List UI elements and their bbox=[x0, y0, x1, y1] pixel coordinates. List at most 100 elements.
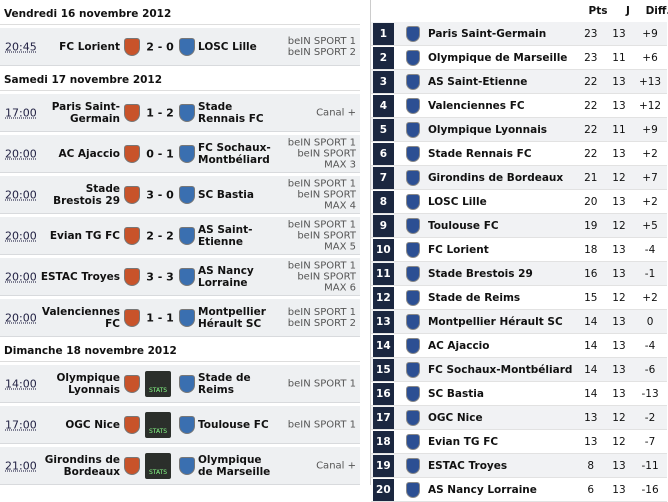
match-time[interactable]: 20:00 bbox=[5, 229, 37, 242]
team-name[interactable]: FC Sochaux-Montbéliard bbox=[427, 363, 573, 376]
away-team[interactable]: AS Nancy Lorraine bbox=[198, 264, 254, 289]
home-team[interactable]: Girondins de Bordeaux bbox=[44, 453, 120, 478]
goal-diff: +13 bbox=[638, 75, 662, 88]
away-team[interactable]: Toulouse FC bbox=[198, 418, 269, 431]
channels: beIN SPORT 1 bbox=[276, 378, 356, 389]
team-name[interactable]: Evian TG FC bbox=[427, 435, 499, 448]
home-team[interactable]: AC Ajaccio bbox=[58, 147, 120, 160]
home-team[interactable]: Stade Brestois 29 bbox=[53, 182, 120, 207]
team-logo bbox=[405, 385, 420, 402]
team-name[interactable]: ESTAC Troyes bbox=[427, 459, 508, 472]
team-name[interactable]: Toulouse FC bbox=[427, 219, 499, 232]
standing-row: 3 AS Saint-Etienne 22 13 +13 bbox=[371, 70, 667, 94]
match-row: 14:00 Olympique Lyonnais STATS Stade de Rei… bbox=[0, 365, 360, 403]
channel: beIN SPORT 1 bbox=[287, 378, 356, 389]
match-time[interactable]: 20:00 bbox=[5, 188, 37, 201]
match-row: 20:45 FC Lorient 2 - 0 LOSC Lille beIN SPORT… bbox=[0, 28, 360, 66]
goal-diff: -13 bbox=[641, 387, 659, 400]
team-name[interactable]: Girondins de Bordeaux bbox=[427, 171, 564, 184]
channel: beIN SPORT 1 bbox=[287, 137, 356, 148]
rank: 16 bbox=[373, 382, 394, 405]
standing-row: 7 Girondins de Bordeaux 21 12 +7 bbox=[371, 166, 667, 190]
team-name[interactable]: Montpellier Hérault SC bbox=[427, 315, 563, 328]
score[interactable]: 3 - 3 bbox=[146, 270, 174, 283]
away-team[interactable]: Montpellier Hérault SC bbox=[198, 305, 266, 330]
standing-row: 10 FC Lorient 18 13 -4 bbox=[371, 238, 667, 262]
stats-button[interactable]: STATS bbox=[145, 452, 171, 479]
match-time[interactable]: 17:00 bbox=[5, 106, 37, 119]
points: 6 bbox=[587, 483, 595, 496]
standing-row: 16 SC Bastia 14 13 -13 bbox=[371, 382, 667, 406]
team-name[interactable]: Stade Brestois 29 bbox=[427, 267, 533, 280]
standing-row: 1 Paris Saint-Germain 23 13 +9 bbox=[371, 22, 667, 46]
goal-diff: -2 bbox=[644, 411, 656, 424]
score[interactable]: 0 - 1 bbox=[146, 147, 174, 160]
team-name[interactable]: SC Bastia bbox=[427, 387, 484, 400]
home-team[interactable]: Olympique Lyonnais bbox=[56, 371, 120, 396]
match-time[interactable]: 20:45 bbox=[5, 40, 37, 53]
rank: 7 bbox=[373, 166, 394, 189]
team-name[interactable]: Paris Saint-Germain bbox=[427, 27, 547, 40]
home-team[interactable]: ESTAC Troyes bbox=[40, 270, 120, 283]
away-crest bbox=[179, 144, 195, 163]
channel: beIN SPORT 1 bbox=[287, 35, 356, 47]
team-name[interactable]: Olympique Lyonnais bbox=[427, 123, 548, 136]
home-team[interactable]: Evian TG FC bbox=[49, 229, 120, 242]
day-header: Dimanche 18 novembre 2012 bbox=[0, 341, 360, 362]
match-row: 17:00 OGC Nice STATS Toulouse FC beIN SPORT … bbox=[0, 406, 360, 444]
stats-button[interactable]: STATS bbox=[145, 411, 171, 438]
score[interactable]: 3 - 0 bbox=[146, 188, 174, 201]
points: 22 bbox=[584, 147, 598, 160]
home-crest bbox=[124, 456, 140, 475]
channel: beIN SPORT bbox=[297, 230, 356, 241]
score[interactable]: 1 - 1 bbox=[146, 311, 174, 324]
goal-diff: +9 bbox=[642, 123, 658, 136]
away-team[interactable]: SC Bastia bbox=[198, 188, 254, 201]
away-team[interactable]: FC Sochaux-Montbéliard bbox=[198, 141, 271, 166]
goal-diff: +7 bbox=[642, 171, 658, 184]
team-name[interactable]: OGC Nice bbox=[427, 411, 483, 424]
team-logo bbox=[405, 241, 420, 258]
team-name[interactable]: Stade de Reims bbox=[427, 291, 521, 304]
goal-diff: -16 bbox=[641, 483, 659, 496]
column-header: J bbox=[626, 5, 630, 17]
standing-row: 17 OGC Nice 13 12 -2 bbox=[371, 406, 667, 430]
away-team[interactable]: Stade Rennais FC bbox=[198, 100, 264, 125]
team-name[interactable]: Olympique de Marseille bbox=[427, 51, 568, 64]
team-name[interactable]: AS Nancy Lorraine bbox=[427, 483, 537, 496]
home-team[interactable]: Valenciennes FC bbox=[41, 305, 120, 330]
team-name[interactable]: AC Ajaccio bbox=[427, 339, 490, 352]
team-name[interactable]: Valenciennes FC bbox=[427, 99, 525, 112]
home-team[interactable]: FC Lorient bbox=[59, 40, 120, 53]
team-name[interactable]: AS Saint-Etienne bbox=[427, 75, 528, 88]
match-time[interactable]: 20:00 bbox=[5, 147, 37, 160]
day-header: Samedi 17 novembre 2012 bbox=[0, 70, 360, 91]
match-time[interactable]: 20:00 bbox=[5, 270, 37, 283]
match-time[interactable]: 20:00 bbox=[5, 311, 37, 324]
channel: beIN SPORT bbox=[297, 189, 356, 200]
match-time[interactable]: 14:00 bbox=[5, 377, 37, 390]
away-team[interactable]: AS Saint-Etienne bbox=[198, 223, 253, 248]
score[interactable]: 2 - 0 bbox=[146, 40, 174, 53]
match-time[interactable]: 17:00 bbox=[5, 418, 37, 431]
match-time[interactable]: 21:00 bbox=[5, 459, 37, 472]
score[interactable]: 2 - 2 bbox=[146, 229, 174, 242]
stats-button[interactable]: STATS bbox=[145, 370, 171, 397]
away-team[interactable]: Olympique de Marseille bbox=[198, 453, 271, 478]
team-name[interactable]: LOSC Lille bbox=[427, 195, 487, 208]
home-team[interactable]: OGC Nice bbox=[65, 418, 120, 431]
team-logo bbox=[405, 169, 420, 186]
points: 23 bbox=[584, 51, 598, 64]
channel: Canal + bbox=[316, 107, 356, 118]
played: 13 bbox=[612, 75, 626, 88]
away-team[interactable]: LOSC Lille bbox=[198, 40, 257, 53]
away-team[interactable]: Stade de Reims bbox=[198, 371, 251, 396]
rank: 9 bbox=[373, 214, 394, 237]
rank: 14 bbox=[373, 334, 394, 357]
score[interactable]: 1 - 2 bbox=[146, 106, 174, 119]
team-name[interactable]: Stade Rennais FC bbox=[427, 147, 532, 160]
rank: 11 bbox=[373, 262, 394, 285]
played: 13 bbox=[612, 267, 626, 280]
home-team[interactable]: Paris Saint-Germain bbox=[51, 100, 120, 125]
team-name[interactable]: FC Lorient bbox=[427, 243, 489, 256]
